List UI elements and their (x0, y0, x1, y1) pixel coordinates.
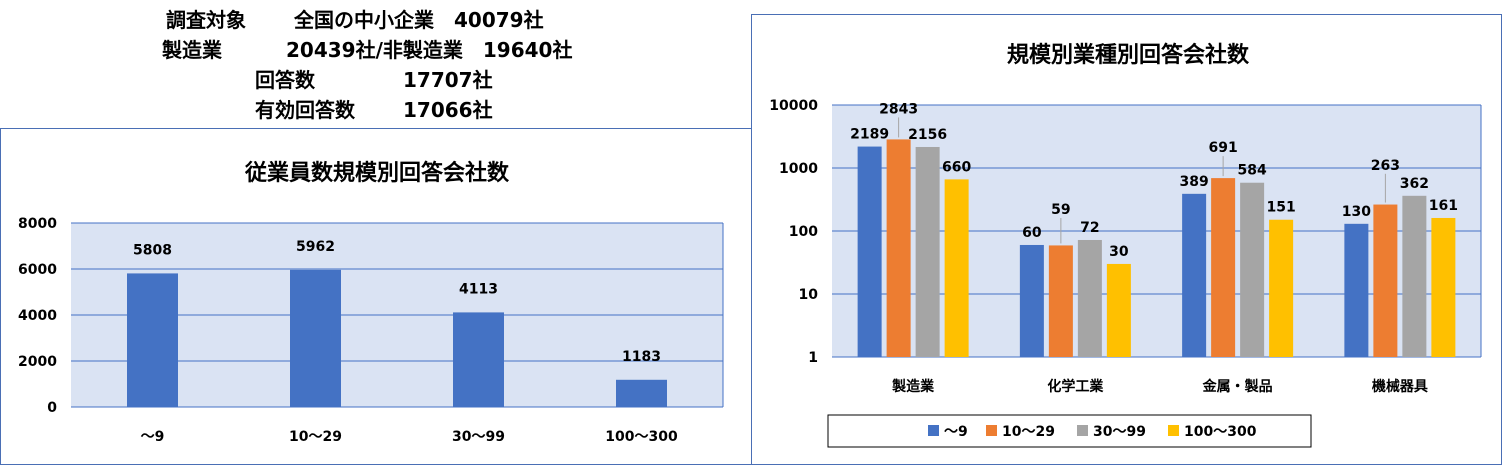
employee-size-chart-panel: 従業員数規模別回答会社数 0 2000 4000 6000 8000 5808 ～9 5962 1… (0, 128, 752, 465)
chart-title: 従業員数規模別回答会社数 (244, 160, 510, 186)
y-tick-label: 6000 (18, 262, 57, 278)
y-tick-label: 1 (808, 350, 818, 366)
bar (1077, 239, 1102, 357)
x-tick-label: 機械器具 (1372, 378, 1428, 395)
summary-line4-value: 17066社 (403, 98, 493, 122)
summary-line3-value: 17707社 (403, 68, 493, 92)
legend-box (827, 414, 1312, 448)
data-label: 263 (1371, 158, 1400, 174)
bar (1373, 204, 1398, 357)
x-tick-label: 100～300 (605, 429, 678, 445)
x-tick-label: ～9 (141, 429, 165, 445)
y-tick-label: 1000 (779, 161, 818, 177)
bar (1431, 217, 1456, 357)
data-label: 5962 (296, 239, 335, 255)
summary-line1-label: 調査対象 (166, 8, 246, 32)
data-label: 584 (1238, 163, 1267, 179)
bar (857, 146, 882, 357)
x-tick-label: 金属・製品 (1202, 378, 1273, 395)
chart-title: 規模別業種別回答会社数 (1007, 42, 1250, 68)
bar (1048, 245, 1073, 357)
legend-swatch (928, 425, 939, 436)
data-label: 660 (942, 159, 971, 175)
bar (127, 273, 178, 407)
legend-label: ～9 (944, 424, 968, 440)
y-tick-label: 10 (799, 287, 819, 303)
data-label: 60 (1022, 225, 1042, 241)
data-label: 30 (1109, 244, 1129, 260)
data-label: 2843 (879, 101, 918, 117)
data-label: 2189 (850, 127, 889, 143)
bar (944, 179, 969, 357)
bar (1402, 195, 1427, 357)
data-label: 4113 (459, 281, 498, 297)
data-label: 2156 (908, 127, 947, 143)
data-label: 691 (1209, 140, 1238, 156)
data-label: 389 (1180, 174, 1209, 190)
legend-label: 100～300 (1184, 424, 1257, 440)
bar (1344, 223, 1369, 357)
bar (453, 312, 504, 407)
y-tick-label: 2000 (18, 354, 57, 370)
summary-line2-value: 20439社/非製造業 19640社 (286, 38, 573, 62)
bar (1182, 193, 1207, 357)
x-tick-label: 製造業 (891, 378, 935, 395)
bar (1211, 178, 1236, 357)
summary-line4-label: 有効回答数 (255, 98, 355, 122)
bar (886, 139, 911, 357)
data-label: 161 (1429, 198, 1458, 214)
summary-line3-label: 回答数 (255, 68, 315, 92)
x-tick-label: 化学工業 (1047, 378, 1104, 395)
data-label: 72 (1080, 220, 1099, 236)
legend-label: 10～29 (1002, 424, 1055, 440)
data-label: 130 (1342, 204, 1371, 220)
data-label: 59 (1051, 202, 1070, 218)
industry-size-chart-panel: 規模別業種別回答会社数 1 10 100 1000 10000 製造業 2189 2843 215… (751, 14, 1502, 465)
bar (616, 379, 667, 407)
bar (1019, 244, 1044, 357)
y-tick-label: 10000 (769, 98, 818, 114)
data-label: 151 (1267, 200, 1296, 216)
y-tick-label: 8000 (18, 216, 57, 232)
y-tick-label: 100 (789, 224, 818, 240)
legend-swatch (1077, 425, 1088, 436)
data-label: 1183 (622, 349, 661, 365)
legend-label: 30～99 (1093, 424, 1146, 440)
summary-line1-value: 全国の中小企業 40079社 (294, 8, 544, 32)
y-tick-label: 4000 (18, 308, 57, 324)
x-tick-label: 10～29 (289, 429, 342, 445)
bar (1240, 182, 1265, 357)
employee-size-chart: 従業員数規模別回答会社数 0 2000 4000 6000 8000 5808 ～9 5962 1… (18, 160, 724, 445)
legend-swatch (986, 425, 997, 436)
bar (915, 146, 940, 357)
y-tick-label: 0 (47, 400, 57, 416)
summary-line2-label: 製造業 (162, 38, 222, 62)
data-label: 362 (1400, 176, 1429, 192)
bar (290, 269, 341, 407)
bar (1106, 263, 1131, 357)
data-label: 5808 (133, 242, 172, 258)
x-tick-label: 30～99 (452, 429, 505, 445)
legend-swatch (1168, 425, 1179, 436)
bar (1269, 219, 1294, 357)
industry-size-chart: 規模別業種別回答会社数 1 10 100 1000 10000 製造業 2189 2843 215… (769, 42, 1482, 448)
